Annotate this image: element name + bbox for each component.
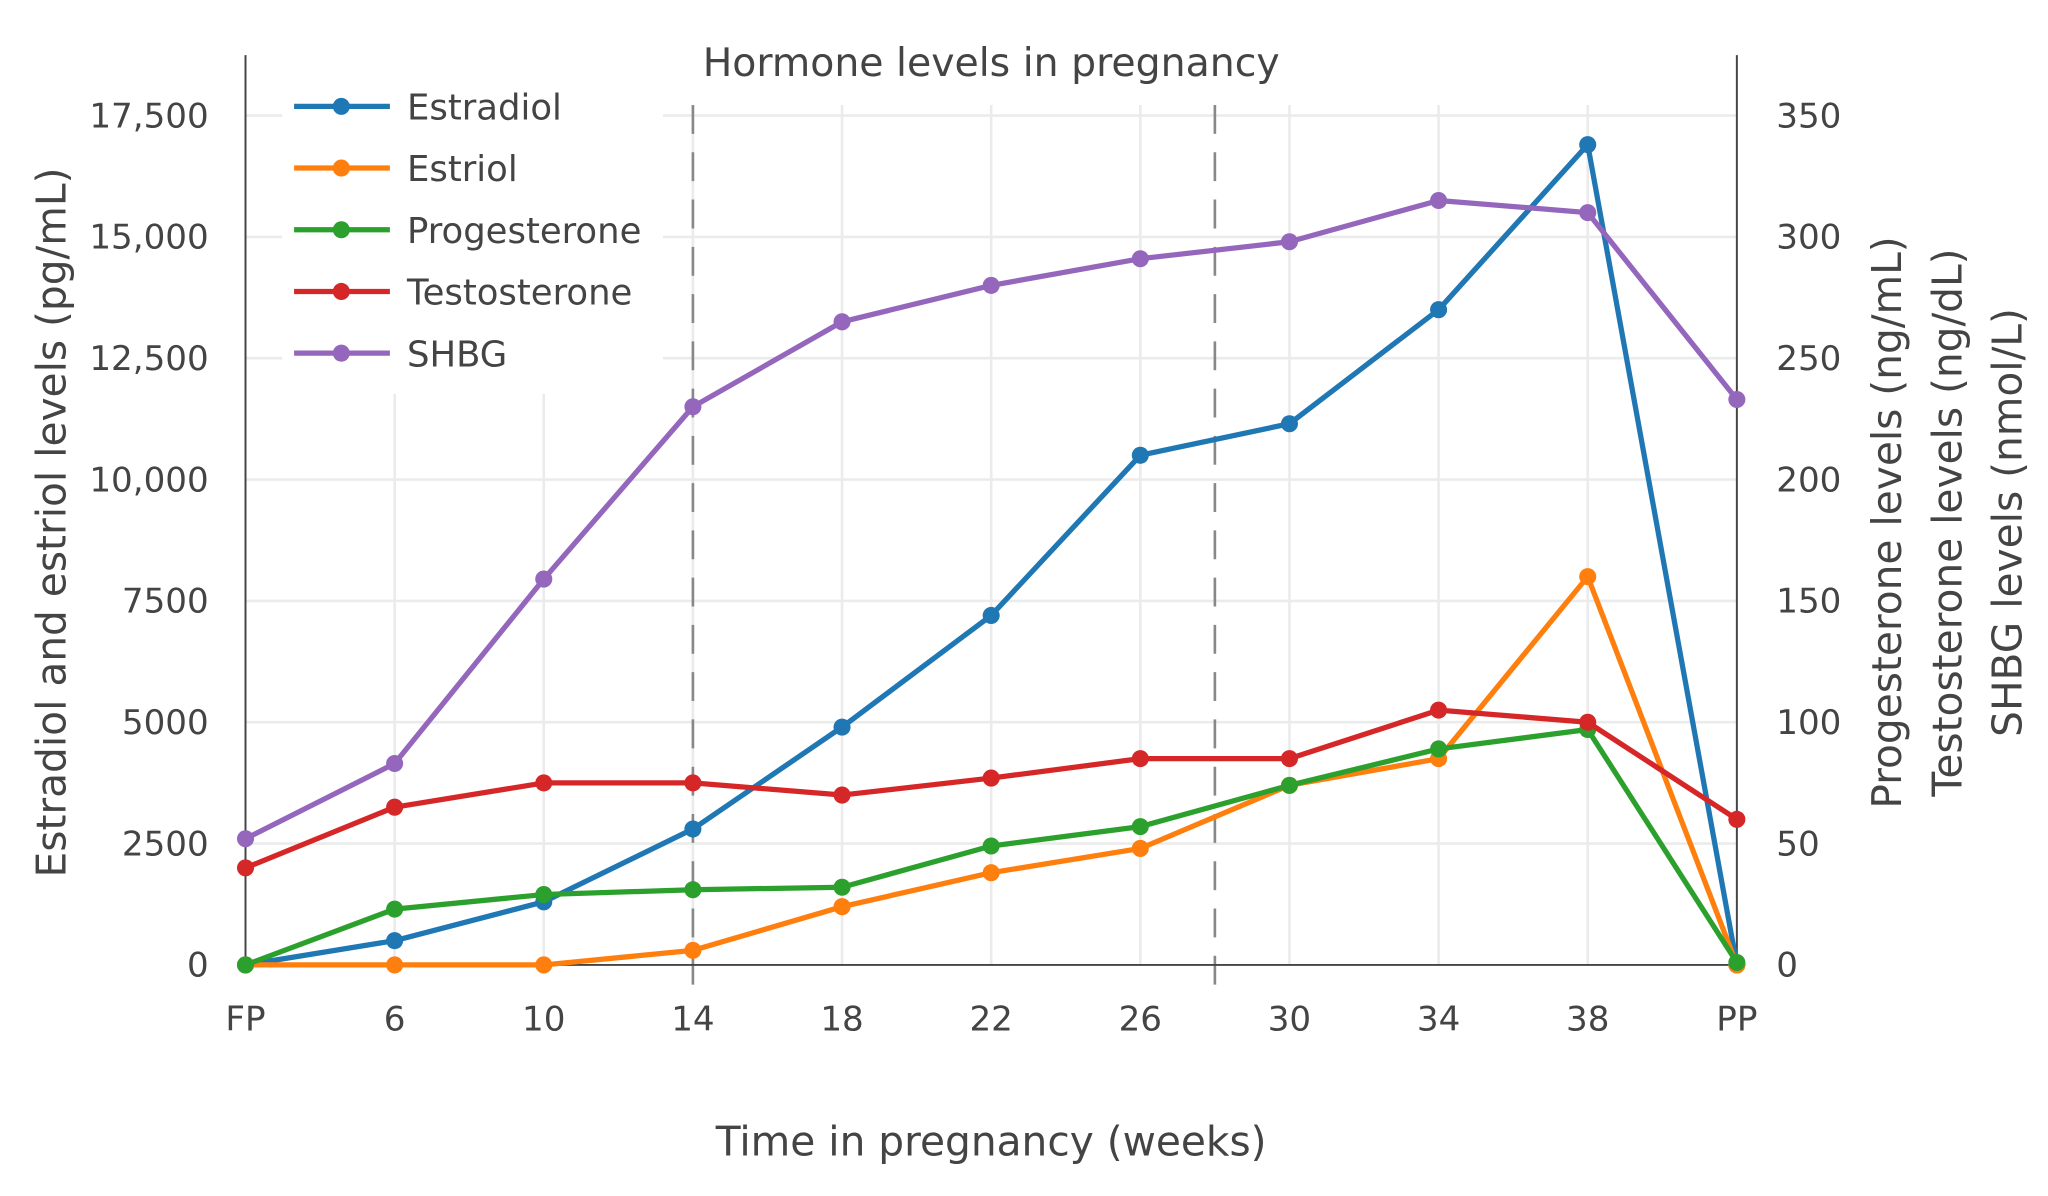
x-tick-label: 38 <box>1566 1000 1609 1040</box>
estradiol-point <box>833 718 851 736</box>
shbg-point <box>1131 250 1149 268</box>
legend-marker-shbg <box>332 344 350 362</box>
estriol-point <box>1579 568 1597 586</box>
estriol-point <box>535 956 553 974</box>
testosterone-point <box>1131 750 1149 768</box>
x-tick-label: PP <box>1716 1000 1757 1040</box>
shbg-point <box>535 570 553 588</box>
estriol-point <box>386 956 404 974</box>
shbg-point <box>684 398 702 416</box>
shbg-point <box>1728 390 1746 409</box>
progesterone-point <box>1430 740 1448 758</box>
left-tick-label: 17,500 <box>89 96 208 136</box>
left-tick-label: 7500 <box>122 582 209 622</box>
progesterone-point <box>535 886 553 904</box>
left-tick-label: 2500 <box>122 824 209 864</box>
x-tick-label: 14 <box>671 1000 714 1040</box>
chart-title: Hormone levels in pregnancy <box>703 40 1280 86</box>
legend-marker-estradiol <box>332 97 350 115</box>
progesterone-point <box>386 900 404 918</box>
x-tick-label: 10 <box>522 1000 565 1040</box>
progesterone-point <box>833 878 851 896</box>
estradiol-point <box>982 606 1000 625</box>
legend-label-estradiol: Estradiol <box>407 87 562 128</box>
right-tick-label: 200 <box>1776 460 1841 500</box>
progesterone-point <box>236 956 255 974</box>
estradiol-point <box>386 932 404 950</box>
left-tick-label: 0 <box>187 946 209 986</box>
progesterone-point <box>1280 776 1298 794</box>
x-tick-label: 18 <box>820 1000 863 1040</box>
testosterone-point <box>1579 713 1597 731</box>
series-group <box>236 136 1746 974</box>
right-axis-title-testosterone: Testosterone levels (ng/dL) <box>1923 248 1971 797</box>
testosterone-point <box>1430 701 1448 719</box>
x-tick-label: 6 <box>384 1000 406 1040</box>
progesterone-point <box>1728 953 1746 972</box>
testosterone-point <box>1728 810 1746 828</box>
right-tick-label: 100 <box>1776 703 1841 743</box>
legend: Estradiol Estriol Progesterone Testosterone… <box>294 87 641 375</box>
estradiol-point <box>1430 301 1448 319</box>
x-tick-label: 30 <box>1268 1000 1311 1040</box>
testosterone-point <box>833 786 851 804</box>
testosterone-point <box>1280 750 1298 768</box>
left-tick-label: 10,000 <box>89 460 208 500</box>
x-tick-label: 22 <box>969 1000 1012 1040</box>
estriol-point <box>1131 839 1149 857</box>
estriol-point <box>982 864 1000 882</box>
shbg-point <box>833 313 851 331</box>
right-axis-title-progesterone: Progesterone levels (ng/mL) <box>1863 236 1911 808</box>
shbg-point <box>982 276 1000 294</box>
tick-labels: FP 6 10 14 18 22 26 30 34 38 PP 17,500 15,000 12,500 1… <box>89 96 1841 1039</box>
shbg-point <box>386 754 404 773</box>
testosterone-point <box>982 769 1000 787</box>
right-tick-label: 350 <box>1776 96 1841 136</box>
estriol-point <box>833 898 851 916</box>
shbg-point <box>1430 191 1448 210</box>
right-tick-label: 50 <box>1776 824 1819 864</box>
shbg-point <box>1579 204 1597 222</box>
right-axis-title-shbg: SHBG levels (nmol/L) <box>1984 308 2032 737</box>
progesterone-point <box>982 837 1000 855</box>
testosterone-point <box>236 859 255 877</box>
legend-marker-testosterone <box>332 282 350 300</box>
left-tick-label: 5000 <box>122 703 209 743</box>
progesterone-point <box>1131 818 1149 836</box>
estradiol-point <box>1579 136 1597 154</box>
testosterone-point <box>535 774 553 792</box>
left-tick-label: 15,000 <box>89 218 208 258</box>
right-tick-label: 150 <box>1776 582 1841 622</box>
left-tick-label: 12,500 <box>89 339 208 379</box>
legend-label-progesterone: Progesterone <box>407 211 641 252</box>
x-tick-label: 26 <box>1119 1000 1162 1040</box>
legend-marker-progesterone <box>332 221 350 239</box>
legend-label-testosterone: Testosterone <box>406 273 632 314</box>
legend-label-shbg: SHBG <box>407 334 507 375</box>
estradiol-point <box>684 820 702 838</box>
testosterone-point <box>684 774 702 792</box>
right-tick-label: 250 <box>1776 339 1841 379</box>
estriol-point <box>684 941 702 959</box>
shbg-point <box>236 830 255 848</box>
shbg-point <box>1280 233 1298 251</box>
left-axis-title: Estradiol and estriol levels (pg/mL) <box>28 168 76 878</box>
legend-marker-estriol <box>332 159 350 177</box>
estradiol-point <box>1131 446 1149 464</box>
estradiol-point <box>1280 415 1298 433</box>
testosterone-point <box>386 798 404 816</box>
x-axis-title: Time in pregnancy (weeks) <box>715 1117 1267 1165</box>
right-tick-label: 300 <box>1776 218 1841 258</box>
progesterone-point <box>684 881 702 899</box>
x-tick-label: FP <box>225 1000 265 1040</box>
x-tick-label: 34 <box>1417 1000 1460 1040</box>
right-tick-label: 0 <box>1776 946 1798 986</box>
legend-label-estriol: Estriol <box>407 149 518 190</box>
